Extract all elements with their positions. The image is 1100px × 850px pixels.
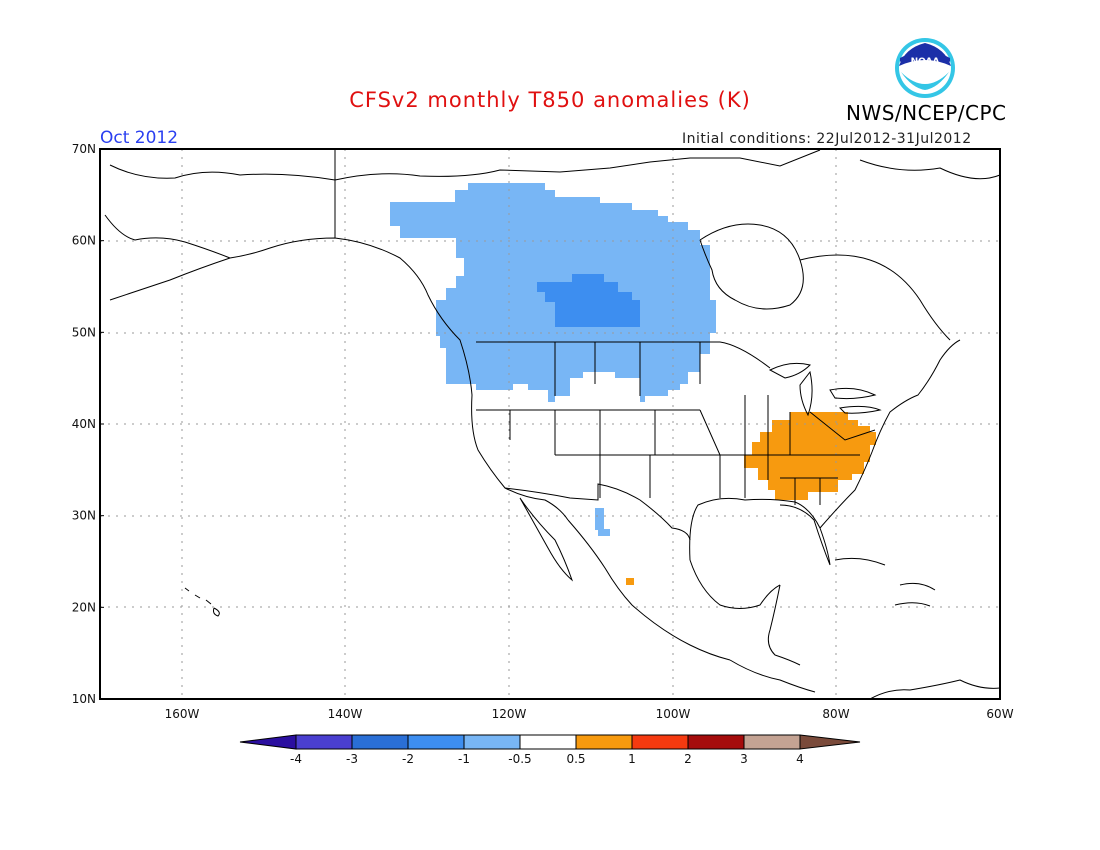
colorbar-label: 3	[740, 752, 748, 766]
longitude-label: 60W	[986, 707, 1013, 721]
colorbar-label: 0.5	[566, 752, 585, 766]
map-title: CFSv2 monthly T850 anomalies (K)	[349, 88, 751, 112]
noaa-logo-text: NOAA	[911, 57, 940, 67]
graticule	[100, 149, 1000, 699]
initial-conditions: Initial conditions: 22Jul2012-31Jul2012	[682, 131, 972, 147]
colorbar-swatch	[631, 734, 689, 750]
positive-anomaly-region	[626, 412, 876, 585]
noaa-logo: NOAA	[895, 38, 955, 98]
latitude-labels: 70N 60N 50N 40N 30N 20N 10N	[72, 142, 104, 706]
longitude-label: 160W	[165, 707, 200, 721]
colorbar-label: -0.5	[508, 752, 531, 766]
forecast-period: Oct 2012	[100, 128, 179, 148]
agency-label: NWS/NCEP/CPC	[846, 101, 1007, 125]
colorbar-min-arrow	[239, 734, 297, 750]
colorbar-label: -1	[458, 752, 470, 766]
latitude-label: 30N	[72, 509, 96, 523]
colorbar-label: 1	[628, 752, 636, 766]
colorbar-swatch	[743, 734, 801, 750]
colorbar-swatch	[519, 734, 577, 750]
colorbar-swatch	[295, 734, 353, 750]
colorbar-swatch	[407, 734, 465, 750]
colorbar-swatch	[351, 734, 409, 750]
colorbar-swatch	[463, 734, 521, 750]
latitude-label: 40N	[72, 417, 96, 431]
negative-anomaly-core	[537, 274, 640, 327]
coastlines	[104, 149, 1001, 700]
longitude-label: 80W	[822, 707, 849, 721]
colorbar-label: -3	[346, 752, 358, 766]
longitude-labels: 160W 140W 120W 100W 80W 60W	[165, 707, 1014, 721]
colorbar-label: -4	[290, 752, 302, 766]
colorbar-label: 4	[796, 752, 804, 766]
political-borders	[334, 149, 876, 541]
colorbar: -4 -3 -2 -1 -0.5 0.5 1 2 3 4	[239, 734, 861, 766]
longitude-label: 120W	[492, 707, 527, 721]
colorbar-label: -2	[402, 752, 414, 766]
latitude-label: 10N	[72, 692, 96, 706]
latitude-label: 60N	[72, 234, 96, 248]
colorbar-swatch	[687, 734, 745, 750]
colorbar-label: 2	[684, 752, 692, 766]
longitude-label: 100W	[656, 707, 691, 721]
colorbar-swatch	[575, 734, 633, 750]
latitude-label: 70N	[72, 142, 96, 156]
colorbar-max-arrow	[799, 734, 861, 750]
latitude-label: 50N	[72, 325, 96, 339]
latitude-label: 20N	[72, 600, 96, 614]
longitude-label: 140W	[328, 707, 363, 721]
